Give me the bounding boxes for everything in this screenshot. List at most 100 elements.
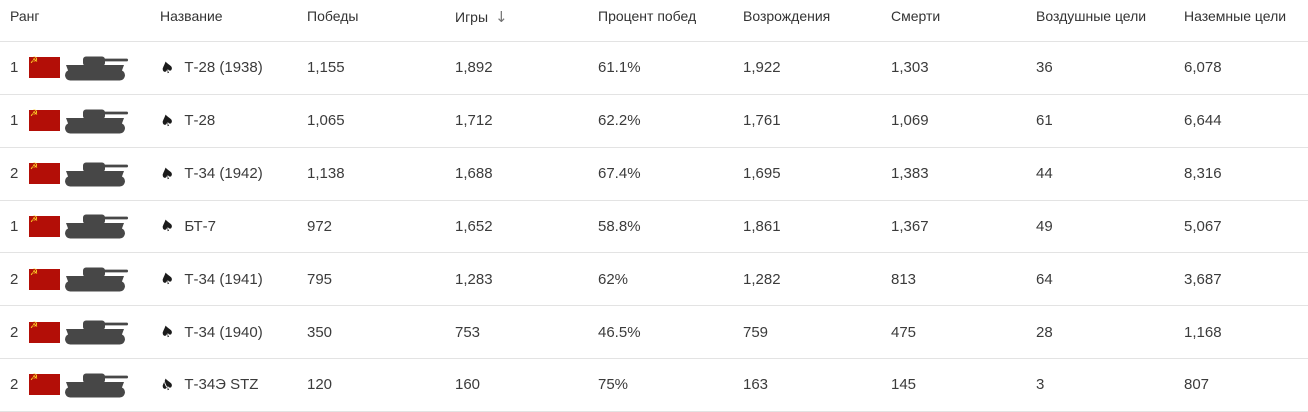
table-row[interactable]: 1 ☭ ♠ Т-28 (1938) 1,155 1,892 61.1% 1,92… [0,42,1308,95]
rank-value: 2 [10,376,19,394]
deaths-value: 145 [891,376,917,394]
name-cell: ♠ Т-34Э STZ [157,373,307,396]
deaths-value: 475 [891,323,917,341]
rank-cell: 2 ☭ [10,372,160,398]
table-row[interactable]: 1 ☭ ♠ БТ-7 972 1,652 58.8% 1,861 1,367 4… [0,201,1308,254]
tank-silhouette-icon [63,108,129,134]
winrate-value: 46.5% [598,323,641,341]
ground-targets-value: 807 [1184,376,1210,394]
table-row[interactable]: 2 ☭ ♠ Т-34 (1941) 795 1,283 62% 1,282 81… [0,253,1308,307]
tank-silhouette-icon [63,319,129,345]
games-value: 1,652 [455,217,493,235]
hammer-sickle-icon: ☭ [30,109,39,120]
rank-value: 1 [10,217,19,235]
header-name[interactable]: Название [160,8,223,24]
table-row[interactable]: 2 ☭ ♠ Т-34 (1940) 350 753 46.5% 759 475 … [0,306,1308,360]
ussr-flag-icon: ☭ [29,56,60,79]
name-cell: ♠ Т-28 [157,109,307,132]
spade-class-icon: ♠ [157,215,177,237]
ussr-flag-icon: ☭ [29,267,60,290]
wins-value: 120 [307,376,333,394]
respawns-value: 1,861 [743,217,781,235]
air-targets-value: 61 [1036,112,1053,130]
header-respawns[interactable]: Возрождения [743,8,831,24]
header-deaths[interactable]: Смерти [891,8,941,24]
vehicle-name: Т-34Э STZ [184,376,259,394]
rank-value: 2 [10,165,19,183]
deaths-value: 1,383 [891,165,929,183]
rank-cell: 1 ☭ [10,108,160,134]
games-value: 160 [455,376,481,394]
air-targets-value: 28 [1036,323,1053,341]
tank-silhouette-icon [63,213,129,239]
header-ground-targets[interactable]: Наземные цели [1184,8,1287,24]
vehicle-name: Т-28 [184,112,216,130]
deaths-value: 1,303 [891,59,929,77]
rank-cell: 2 ☭ [10,319,160,345]
table-row[interactable]: 1 ☭ ♠ Т-28 1,065 1,712 62.2% 1,761 1,069… [0,95,1308,148]
wins-value: 972 [307,217,333,235]
ussr-flag-icon: ☭ [29,109,60,132]
header-winrate[interactable]: Процент побед [598,8,697,24]
spade-class-icon: ♠ [157,162,177,185]
games-value: 1,688 [455,165,493,183]
deaths-value: 1,069 [891,112,929,130]
vehicle-name: Т-34 (1942) [184,165,263,183]
rank-value: 1 [10,59,19,77]
name-cell: ♠ Т-28 (1938) [158,56,307,78]
ground-targets-value: 1,168 [1184,323,1222,341]
hammer-sickle-icon: ☭ [30,267,39,278]
respawns-value: 759 [743,323,769,341]
hammer-sickle-icon: ☭ [30,162,39,173]
ussr-flag-icon: ☭ [29,215,60,237]
name-cell: ♠ БТ-7 [157,215,307,237]
vehicle-name: Т-34 (1941) [184,270,263,288]
winrate-value: 67.4% [598,165,641,183]
hammer-sickle-icon: ☭ [30,56,39,67]
ussr-flag-icon: ☭ [29,162,60,185]
games-value: 1,283 [455,270,493,288]
wins-value: 1,065 [307,112,345,130]
table-header: Ранг Название Победы Игры ↓ Процент побед… [0,0,1308,42]
name-cell: ♠ Т-34 (1940) [157,320,307,343]
hammer-sickle-icon: ☭ [30,320,39,331]
header-games-label: Игры [455,9,489,25]
name-cell: ♠ Т-34 (1942) [157,162,307,185]
rank-cell: 2 ☭ [10,161,160,187]
rank-value: 2 [10,323,19,341]
respawns-value: 1,761 [743,112,781,130]
air-targets-value: 64 [1036,270,1053,288]
spade-class-icon: ♠ [157,109,177,132]
respawns-value: 163 [743,376,769,394]
respawns-value: 1,922 [743,59,781,77]
rank-cell: 2 ☭ [10,266,160,292]
ground-targets-value: 6,644 [1184,112,1222,130]
deaths-value: 1,367 [891,217,929,235]
vehicle-name: Т-28 (1938) [184,59,263,77]
spade-class-icon: ♠ [157,373,177,396]
rank-value: 1 [10,112,19,130]
header-games[interactable]: Игры ↓ [455,8,598,26]
wins-value: 795 [307,270,333,288]
rank-cell: 1 ☭ [10,213,160,239]
deaths-value: 813 [891,270,917,288]
wins-value: 1,155 [307,59,345,77]
table-row[interactable]: 2 ☭ ♠ Т-34 (1942) 1,138 1,688 67.4% 1,69… [0,148,1308,201]
ground-targets-value: 6,078 [1184,59,1222,77]
wins-value: 350 [307,323,333,341]
table-row[interactable]: 2 ☭ ♠ Т-34Э STZ 120 160 75% 163 145 3 80… [0,359,1308,412]
spade-class-icon: ♠ [157,320,177,343]
spade-class-icon: ♠ [157,267,177,290]
vehicle-name: Т-34 (1940) [184,323,263,341]
wins-value: 1,138 [307,165,345,183]
header-wins[interactable]: Победы [307,8,359,24]
header-air-targets[interactable]: Воздушные цели [1036,8,1147,24]
winrate-value: 62% [598,270,629,288]
respawns-value: 1,695 [743,165,781,183]
air-targets-value: 3 [1036,376,1045,394]
ground-targets-value: 8,316 [1184,165,1222,183]
header-rank[interactable]: Ранг [10,8,40,24]
games-value: 753 [455,323,481,341]
tank-silhouette-icon [63,266,129,292]
games-value: 1,892 [455,59,493,77]
